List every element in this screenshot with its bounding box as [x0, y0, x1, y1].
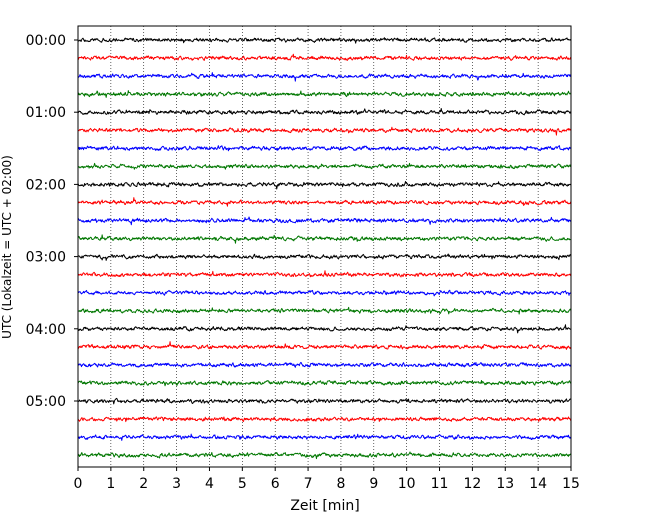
trace-0245 — [77, 234, 572, 244]
x-tick-label: 5 — [238, 476, 247, 492]
x-tick-label: 1 — [106, 476, 115, 492]
trace-0445 — [77, 379, 572, 387]
trace-0530 — [77, 433, 572, 441]
trace-0500 — [77, 397, 572, 405]
y-tick-label: 04:00 — [26, 322, 66, 338]
y-tick-label: 05:00 — [26, 394, 66, 410]
x-tick-label: 8 — [336, 476, 345, 492]
trace-0000 — [77, 37, 572, 44]
x-tick-label: 15 — [562, 476, 580, 492]
trace-0200 — [77, 181, 572, 190]
plot-frame — [77, 25, 572, 468]
trace-0015 — [77, 53, 572, 61]
x-tick-label: 12 — [463, 476, 481, 492]
y-tick-label: 03:00 — [26, 250, 66, 266]
trace-0145 — [77, 162, 572, 170]
trace-0045 — [77, 90, 572, 98]
x-tick-label: 6 — [271, 476, 280, 492]
trace-0100 — [77, 107, 572, 116]
y-axis-label: UTC (Lokalzeit = UTC + 02:00) — [0, 155, 14, 339]
y-tick-label: 01:00 — [26, 105, 66, 121]
trace-0130 — [77, 145, 572, 152]
x-tick-label: 7 — [304, 476, 313, 492]
x-tick-label: 11 — [431, 476, 449, 492]
x-tick-label: 2 — [139, 476, 148, 492]
x-tick-label: 13 — [496, 476, 514, 492]
trace-0115 — [77, 126, 572, 136]
x-axis: 0 1 2 3 4 5 6 7 8 9 10 11 12 13 14 15 — [74, 467, 580, 492]
trace-0300 — [77, 253, 572, 261]
x-tick-label: 14 — [529, 476, 547, 492]
trace-0215 — [77, 197, 572, 207]
x-tick-label: 3 — [172, 476, 181, 492]
x-tick-label: 9 — [369, 476, 378, 492]
trace-0230 — [77, 216, 572, 226]
trace-0545 — [77, 451, 572, 460]
trace-0430 — [77, 361, 572, 368]
x-tick-label: 0 — [74, 476, 83, 492]
trace-0515 — [77, 416, 572, 423]
trace-group — [77, 37, 572, 460]
y-tick-label: 00:00 — [26, 33, 66, 49]
x-tick-label: 10 — [398, 476, 416, 492]
trace-0400 — [77, 324, 572, 334]
trace-0330 — [77, 289, 572, 297]
y-axis: 00:00 01:00 02:00 03:00 04:00 05:00 — [26, 33, 78, 410]
trace-0415 — [77, 341, 572, 350]
x-axis-label: Zeit [min] — [290, 498, 359, 514]
x-tick-label: 4 — [205, 476, 214, 492]
trace-0030 — [77, 72, 572, 82]
trace-0345 — [77, 306, 572, 315]
y-tick-label: 02:00 — [26, 177, 66, 193]
trace-0315 — [77, 270, 572, 278]
